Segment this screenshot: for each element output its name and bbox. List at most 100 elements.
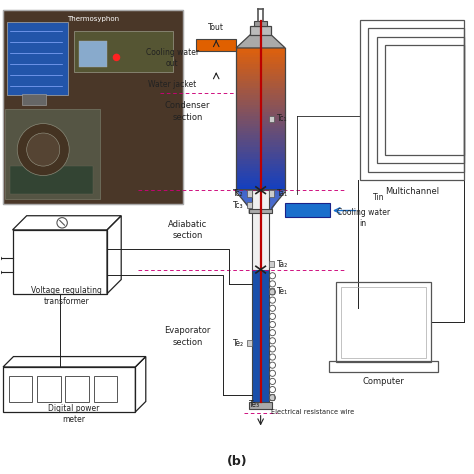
Bar [196,39,236,51]
Bar [236,135,285,138]
Bar [247,191,252,197]
Text: Cooling water
in: Cooling water in [337,208,390,228]
Text: Thermosyphon: Thermosyphon [67,16,119,22]
Text: Te₂: Te₂ [232,339,244,348]
Text: Voltage regulating
transformer: Voltage regulating transformer [31,286,102,306]
Bar [236,97,285,100]
Polygon shape [246,204,276,205]
Bar [236,71,285,74]
Bar [236,78,285,81]
Bar [236,57,285,60]
Bar [236,102,285,105]
Bar [236,81,285,83]
Bar [236,85,285,88]
Text: Multichannel: Multichannel [385,187,439,195]
Polygon shape [240,196,281,197]
Polygon shape [246,205,275,206]
Text: Ta₂: Ta₂ [277,260,288,269]
Text: Water jacket: Water jacket [148,80,196,89]
Bar [236,130,285,133]
Bar [9,376,32,402]
Bar [385,45,464,155]
Bar [236,47,285,50]
Bar [336,282,431,362]
Text: Te₁: Te₁ [277,287,288,296]
Bar [236,116,285,119]
Bar [12,230,107,294]
Text: Tc₁: Tc₁ [277,114,287,123]
Bar [236,114,285,117]
Circle shape [27,133,60,166]
Bar [368,28,464,172]
Bar [252,270,269,402]
Bar [236,180,285,182]
Text: Tout: Tout [208,24,224,32]
Bar [254,20,267,26]
Bar [236,175,285,178]
Bar [236,168,285,171]
Bar [236,184,285,187]
Bar [236,92,285,95]
Bar [236,123,285,126]
Text: Adiabatic
section: Adiabatic section [168,219,207,240]
Bar [74,31,173,72]
Bar [329,361,438,372]
Text: Te₃: Te₃ [249,400,261,409]
Text: Electrical resistance wire: Electrical resistance wire [271,409,354,415]
Bar [236,140,285,143]
Bar [236,142,285,145]
Bar [269,116,274,122]
Bar [236,73,285,76]
Bar [285,203,330,217]
Text: Computer: Computer [363,376,404,385]
Bar [236,126,285,128]
Bar [236,107,285,109]
Bar [236,161,285,164]
Polygon shape [236,35,285,48]
Bar [247,202,252,209]
Bar [79,41,107,67]
Polygon shape [247,207,274,208]
Bar [236,128,285,131]
Bar [236,76,285,79]
Polygon shape [243,200,279,201]
Bar [5,109,100,199]
Bar [236,111,285,114]
Bar [236,50,285,53]
Bar [3,367,136,412]
Bar [3,10,182,204]
Bar [236,62,285,64]
Polygon shape [244,201,277,203]
Bar [236,95,285,98]
Bar [236,163,285,166]
Bar [269,288,274,294]
Polygon shape [238,193,283,194]
Bar [236,59,285,62]
Bar [65,376,89,402]
Bar [236,88,285,91]
Polygon shape [246,206,274,207]
Circle shape [113,54,120,61]
Text: Condenser
section: Condenser section [164,101,210,122]
Text: Tc₃: Tc₃ [233,201,244,210]
Text: Cooling water
out: Cooling water out [146,48,199,68]
Bar [236,147,285,150]
Bar [37,376,61,402]
Text: Tin: Tin [373,193,384,202]
Bar [236,64,285,67]
Bar [249,209,272,213]
Bar [236,154,285,156]
Bar [22,94,46,105]
Text: Digital power
meter: Digital power meter [48,404,100,424]
Text: Evaporator
section: Evaporator section [164,326,210,346]
Bar [236,66,285,69]
Bar [236,152,285,155]
Bar [236,187,285,190]
Bar [249,402,272,409]
Polygon shape [249,209,273,210]
Polygon shape [237,191,284,193]
Bar [236,133,285,136]
Circle shape [17,124,69,175]
Bar [269,261,274,267]
Bar [360,19,464,180]
